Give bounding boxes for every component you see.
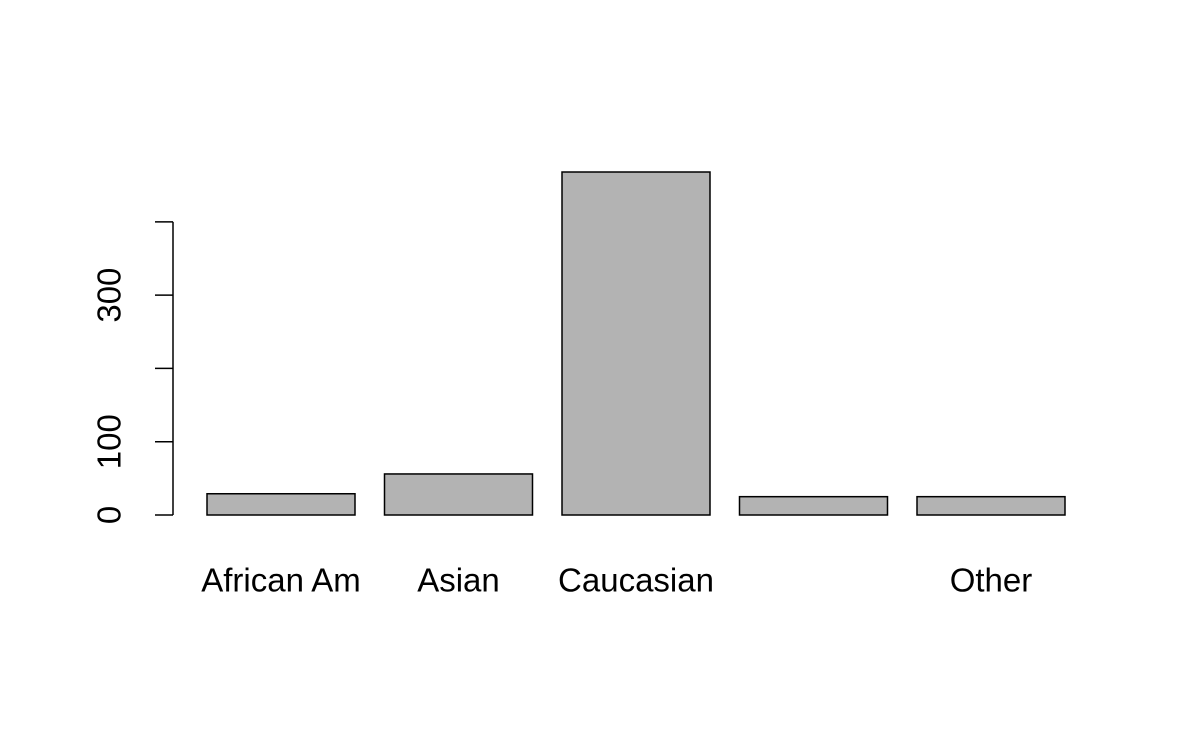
x-tick-label: African Am xyxy=(201,562,361,599)
x-tick-label: Caucasian xyxy=(558,562,714,599)
bar xyxy=(383,473,534,516)
bar xyxy=(916,495,1066,516)
y-tick-label: 100 xyxy=(91,414,128,469)
x-tick-label: Other xyxy=(950,562,1033,599)
y-tick-label: 0 xyxy=(91,506,128,524)
y-tick-label: 300 xyxy=(91,268,128,323)
bar xyxy=(738,495,889,516)
bar xyxy=(561,171,711,516)
x-tick-label: Asian xyxy=(417,562,500,599)
bar xyxy=(206,492,356,516)
